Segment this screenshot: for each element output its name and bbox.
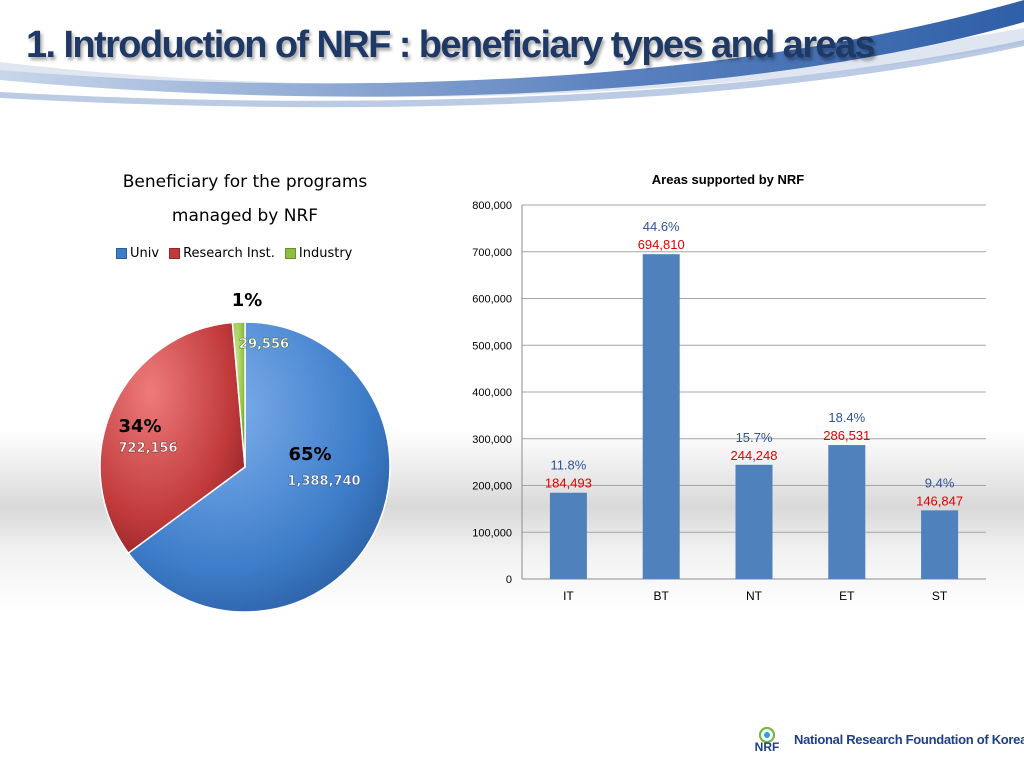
- y-tick-label: 700,000: [472, 247, 512, 259]
- legend-label-univ: Univ: [130, 246, 160, 261]
- slide-title: 1. Introduction of NRF : beneficiary typ…: [26, 24, 876, 67]
- bar-percent-label-et: 18.4%: [828, 410, 865, 425]
- pie-value-label-research-inst: 722,156: [118, 441, 177, 456]
- bar-chart-title: Areas supported by NRF: [652, 172, 804, 187]
- legend-label-research-inst: Research Inst.: [183, 246, 275, 261]
- pie-slice-research-inst: [99, 321, 246, 555]
- x-tick-label-nt: NT: [746, 589, 763, 603]
- nrf-logo-text: National Research Foundation of Korea: [794, 731, 1024, 747]
- swoosh-band-main: [0, 0, 1024, 97]
- legend-label-industry: Industry: [298, 246, 353, 261]
- pie-chart-title-line-1: Beneficiary for the programs: [122, 172, 368, 192]
- x-tick-label-st: ST: [932, 589, 948, 603]
- x-tick-label-bt: BT: [654, 589, 670, 603]
- bar-it: [549, 492, 587, 579]
- bar-bt: [642, 254, 680, 579]
- pie-value-label-univ: 1,388,740: [287, 474, 360, 489]
- nrf-logo: NRF National Research Foundation of Kore…: [746, 726, 1024, 752]
- bar-percent-label-bt: 44.6%: [643, 219, 680, 234]
- y-tick-label: 300,000: [472, 434, 512, 446]
- bar-chart-data-labels: 184,493 11.8% 694,810 44.6% 244,248 15.7% 286,…: [545, 219, 963, 508]
- bar-chart-bars: [549, 254, 959, 579]
- bar-chart-y-axis: 0 100,000 200,000 300,000 400,000 500,000 600,…: [472, 200, 523, 586]
- y-tick-label: 600,000: [472, 294, 512, 306]
- slide-title-number: 1.: [26, 24, 56, 66]
- y-tick-label: 100,000: [472, 527, 512, 539]
- pie-chart-legend: Univ Research Inst. Industry: [116, 246, 406, 261]
- bar-value-label-bt: 694,810: [638, 237, 685, 252]
- bar-st: [921, 510, 959, 579]
- y-tick-label: 800,000: [472, 200, 512, 212]
- bar-value-label-st: 146,847: [916, 493, 963, 508]
- y-tick-label: 0: [506, 574, 512, 586]
- bar-nt: [735, 464, 773, 579]
- x-tick-label-it: IT: [563, 589, 574, 603]
- swoosh-band-thin: [0, 40, 1024, 108]
- x-tick-label-et: ET: [839, 589, 855, 603]
- y-tick-label: 500,000: [472, 340, 512, 352]
- legend-swatch-industry: [284, 248, 296, 259]
- legend-item-industry: Industry: [284, 246, 353, 261]
- legend-item-research-inst: Research Inst.: [169, 246, 275, 261]
- pie-chart-title-line-2: managed by NRF: [171, 206, 319, 226]
- legend-item-univ: Univ: [116, 246, 159, 261]
- bar-chart-x-axis: IT BT NT ET ST: [563, 589, 948, 603]
- header-swoosh: [0, 0, 1024, 108]
- pie-percent-label-univ: 65%: [288, 444, 331, 465]
- pie-percent-label-industry: 1%: [232, 290, 263, 311]
- pie-chart-title: Beneficiary for the programs managed by …: [95, 165, 395, 233]
- nrf-logo-mark: NRF: [755, 740, 780, 752]
- pie-slice-industry: [231, 321, 246, 468]
- bar-percent-label-nt: 15.7%: [736, 430, 773, 445]
- pie-slice-univ: [127, 321, 391, 613]
- legend-swatch-univ: [116, 248, 127, 259]
- legend-swatch-research-inst: [169, 248, 181, 259]
- bar-value-label-it: 184,493: [545, 476, 592, 491]
- y-tick-label: 400,000: [472, 387, 512, 399]
- bar-et: [828, 445, 866, 579]
- pie-value-label-industry: 29,556: [239, 337, 289, 352]
- nrf-logo-icon: NRF: [755, 726, 780, 752]
- bar-value-label-nt: 244,248: [731, 448, 778, 463]
- pie-percent-label-research-inst: 34%: [118, 416, 161, 437]
- bar-percent-label-st: 9.4%: [925, 475, 955, 490]
- slide-title-text: Introduction of NRF : beneficiary types …: [54, 24, 875, 66]
- bar-value-label-et: 286,531: [823, 428, 870, 443]
- y-tick-label: 200,000: [472, 481, 512, 493]
- bar-percent-label-it: 11.8%: [550, 458, 586, 473]
